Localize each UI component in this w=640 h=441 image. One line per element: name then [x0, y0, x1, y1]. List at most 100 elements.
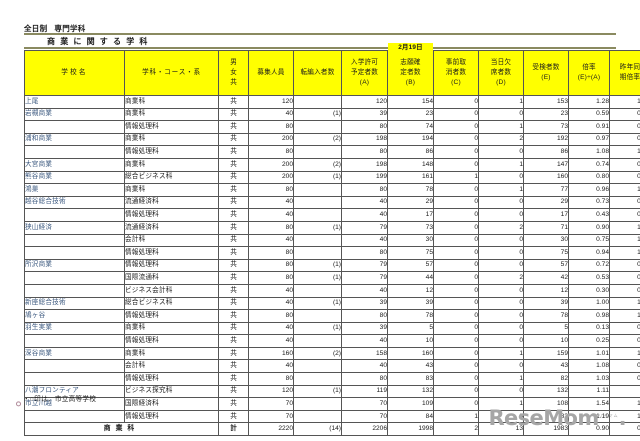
- school-name-cell-empty: [24, 145, 125, 159]
- school-name-cell[interactable]: 上尾: [24, 95, 125, 109]
- cell-examinees: 75: [523, 246, 569, 260]
- cell-absent: 1: [478, 183, 524, 197]
- sex-cell: 共: [218, 397, 249, 411]
- cell-absent: 0: [478, 296, 524, 311]
- cell-absent: 0: [478, 170, 524, 185]
- cell-applicants: 78: [387, 309, 434, 323]
- cell-applicants: 194: [387, 132, 434, 147]
- cell-applicants: 12: [387, 283, 434, 298]
- cell-withdrawn: 0: [433, 183, 479, 197]
- cell-ratio: 0.91: [568, 120, 610, 134]
- school-name-cell[interactable]: 狭山経済: [24, 220, 125, 235]
- cell-prev-ratio: 0.63: [609, 334, 640, 348]
- total-cell-withdrawn: 2: [433, 422, 479, 437]
- cell-absent: 0: [478, 283, 524, 298]
- title-rule-top: [24, 33, 616, 35]
- cell-withdrawn: 0: [433, 372, 479, 386]
- sex-cell: 共: [218, 384, 249, 399]
- course-name-cell: 商業科: [124, 95, 219, 109]
- cell-examinees: 77: [523, 183, 569, 197]
- school-name-cell[interactable]: 熊谷商業: [24, 170, 125, 185]
- sex-cell: 共: [218, 120, 249, 134]
- school-name-cell[interactable]: 大宮商業: [24, 157, 125, 172]
- cell-examinees: 29: [523, 195, 569, 210]
- cell-transfer: [293, 246, 342, 260]
- course-name-cell: ビジネス会計科: [124, 283, 219, 298]
- cell-admit: 40: [341, 334, 388, 348]
- school-name-cell[interactable]: 岩槻商業: [24, 107, 125, 122]
- subject-heading: 商業に関する学科: [47, 37, 153, 46]
- cell-applicants: 161: [387, 170, 434, 185]
- school-name-cell[interactable]: 所沢商業: [24, 258, 125, 273]
- cell-absent: 1: [478, 157, 524, 172]
- cell-withdrawn: 0: [433, 107, 479, 122]
- watermark-text: ReseMom: [488, 406, 599, 430]
- cell-prev-ratio: 1.05: [609, 309, 640, 323]
- cell-prev-ratio: 0.85: [609, 170, 640, 185]
- course-name-cell: 商業科: [124, 157, 219, 172]
- cell-capacity: 80: [248, 246, 294, 260]
- sex-cell: 共: [218, 208, 249, 222]
- sex-cell: 共: [218, 195, 249, 210]
- cell-examinees: 12: [523, 283, 569, 298]
- school-name-cell[interactable]: 新座総合技術: [24, 296, 125, 311]
- cell-examinees: 42: [523, 271, 569, 285]
- cell-transfer: [293, 233, 342, 248]
- cell-transfer: [293, 397, 342, 411]
- cell-admit: 40: [341, 283, 388, 298]
- cell-admit: 40: [341, 195, 388, 210]
- cell-withdrawn: 0: [433, 132, 479, 147]
- watermark-ruby: リセマム: [598, 413, 619, 418]
- total-sex-cell: 計: [218, 422, 249, 437]
- cell-applicants: 23: [387, 107, 434, 122]
- school-name-cell[interactable]: 深谷商業: [24, 346, 125, 361]
- cell-examinees: 43: [523, 359, 569, 374]
- course-name-cell: 流通経済科: [124, 220, 219, 235]
- cell-absent: 0: [478, 384, 524, 399]
- cell-examinees: 57: [523, 258, 569, 273]
- cell-capacity: 200: [248, 132, 294, 147]
- cell-ratio: 0.25: [568, 334, 610, 348]
- col-header-applicants: 2月19日 志願確 定者数 (B): [387, 43, 434, 96]
- cell-ratio: 0.59: [568, 107, 610, 122]
- cell-capacity: 40: [248, 107, 294, 122]
- course-name-cell: 流通経済科: [124, 195, 219, 210]
- school-name-cell[interactable]: 羽生実業: [24, 321, 125, 336]
- cell-prev-ratio: 1.00: [609, 296, 640, 311]
- cell-admit: 80: [341, 309, 388, 323]
- cell-admit: 79: [341, 271, 388, 285]
- cell-capacity: 80: [248, 120, 294, 134]
- cell-prev-ratio: 1.09: [609, 246, 640, 260]
- sex-cell: 共: [218, 359, 249, 374]
- cell-admit: 198: [341, 132, 388, 147]
- cell-applicants: 132: [387, 384, 434, 399]
- total-cell-capacity: 2220: [248, 422, 294, 437]
- course-name-cell: 情報処理科: [124, 246, 219, 260]
- sex-cell: 共: [218, 233, 249, 248]
- cell-examinees: 160: [523, 170, 569, 185]
- cell-ratio: 0.80: [568, 170, 610, 185]
- cell-admit: 39: [341, 321, 388, 336]
- cell-capacity: 80: [248, 258, 294, 273]
- school-name-cell[interactable]: 浦和商業: [24, 132, 125, 147]
- school-name-cell[interactable]: 鴻巣: [24, 183, 125, 197]
- cell-applicants: 73: [387, 220, 434, 235]
- cell-capacity: 80: [248, 271, 294, 285]
- cell-absent: 2: [478, 220, 524, 235]
- cell-absent: 2: [478, 132, 524, 147]
- cell-applicants: 84: [387, 409, 434, 424]
- cell-prev-ratio: 1.00: [609, 233, 640, 248]
- course-name-cell: 総合ビジネス科: [124, 170, 219, 185]
- cell-absent: 1: [478, 372, 524, 386]
- school-name-cell[interactable]: 市立川越: [16, 397, 125, 411]
- school-name-cell[interactable]: 越谷総合技術: [24, 195, 125, 210]
- school-name-cell[interactable]: 鳩ヶ谷: [24, 309, 125, 323]
- course-name-cell: ビジネス探究科: [124, 384, 219, 399]
- total-cell-applicants: 1998: [387, 422, 434, 437]
- school-name-cell-empty: [24, 372, 125, 386]
